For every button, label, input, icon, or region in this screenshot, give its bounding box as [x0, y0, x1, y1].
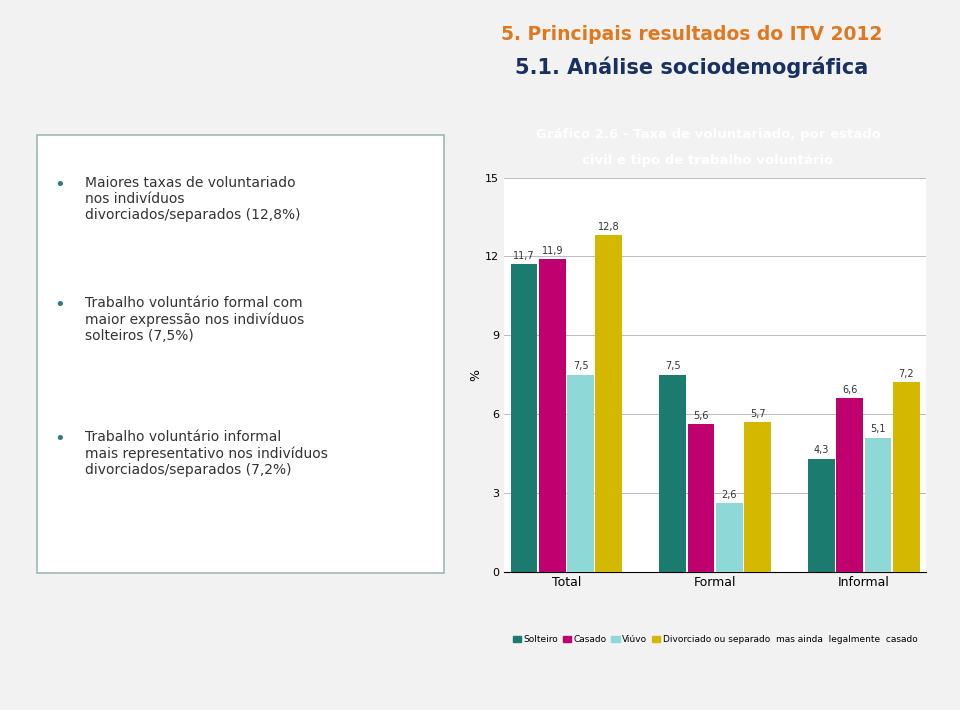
Bar — [744, 422, 771, 572]
Text: 5,7: 5,7 — [750, 409, 765, 419]
Text: 5. Principais resultados do ITV 2012: 5. Principais resultados do ITV 2012 — [500, 25, 882, 44]
Text: 5.1. Análise sociodemográfica: 5.1. Análise sociodemográfica — [515, 57, 868, 78]
Text: •: • — [55, 176, 71, 194]
Text: 11,9: 11,9 — [541, 246, 564, 256]
Text: 6,6: 6,6 — [842, 385, 857, 395]
Text: 7,5: 7,5 — [665, 361, 681, 371]
Y-axis label: %: % — [469, 368, 482, 381]
Bar — [893, 383, 920, 572]
Bar — [539, 259, 565, 572]
Bar — [511, 264, 538, 572]
Text: 12,8: 12,8 — [598, 222, 619, 232]
Text: civil e tipo de trabalho voluntário: civil e tipo de trabalho voluntário — [583, 154, 833, 167]
Text: 4,3: 4,3 — [814, 445, 829, 455]
Bar — [660, 375, 686, 572]
Text: 7,2: 7,2 — [899, 369, 914, 379]
Bar — [687, 425, 714, 572]
Bar — [808, 459, 835, 572]
Bar — [865, 437, 892, 572]
Text: 2,6: 2,6 — [722, 490, 737, 500]
Bar — [595, 235, 622, 572]
Bar — [716, 503, 743, 572]
Text: Trabalho voluntário informal
mais representativo nos indivíduos
divorciados/sepa: Trabalho voluntário informal mais repres… — [84, 430, 327, 477]
Text: 11,7: 11,7 — [514, 251, 535, 261]
Text: Trabalho voluntário formal com
maior expressão nos indivíduos
solteiros (7,5%): Trabalho voluntário formal com maior exp… — [84, 296, 304, 343]
Text: 5,1: 5,1 — [871, 425, 886, 435]
Text: •: • — [55, 430, 71, 448]
Legend: Solteiro, Casado, Viúvo, Divorciado ou separado  mas ainda  legalmente  casado: Solteiro, Casado, Viúvo, Divorciado ou s… — [509, 631, 922, 648]
Text: 7,5: 7,5 — [573, 361, 588, 371]
FancyBboxPatch shape — [37, 134, 444, 573]
Text: 5,6: 5,6 — [693, 411, 708, 421]
Text: •: • — [55, 296, 71, 314]
Bar — [567, 375, 594, 572]
Text: Maiores taxas de voluntariado
nos indivíduos
divorciados/separados (12,8%): Maiores taxas de voluntariado nos indiví… — [84, 176, 300, 222]
Text: Gráfico 2.6 - Taxa de voluntariado, por estado: Gráfico 2.6 - Taxa de voluntariado, por … — [536, 129, 880, 141]
Bar — [836, 398, 863, 572]
